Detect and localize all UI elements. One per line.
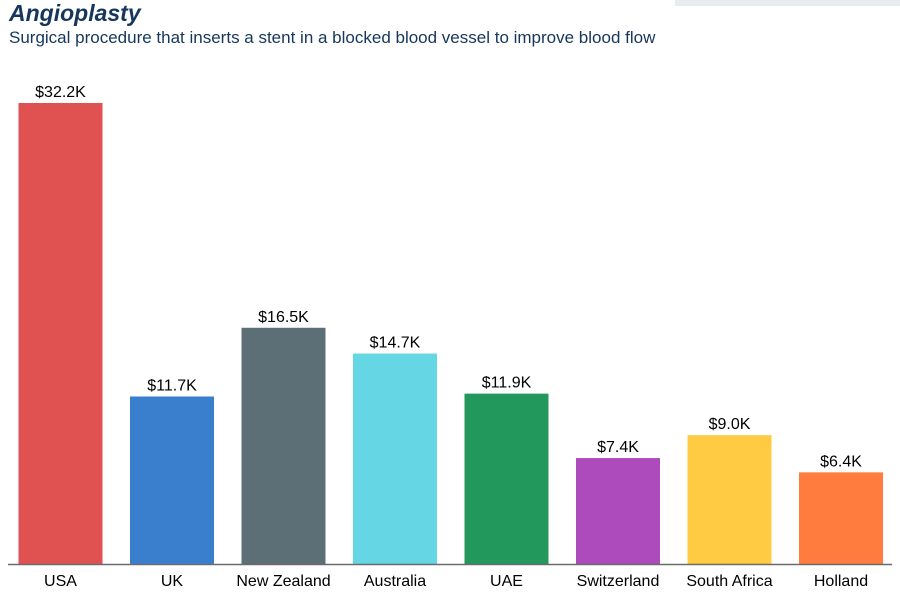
chart-subtitle: Surgical procedure that inserts a stent … xyxy=(9,28,656,47)
data-label-switzerland: $7.4K xyxy=(597,439,639,456)
bar-new-zealand xyxy=(241,327,326,564)
bar-usa xyxy=(18,103,103,564)
category-label-usa: USA xyxy=(44,573,77,590)
bar-uae xyxy=(464,393,549,564)
data-label-new-zealand: $16.5K xyxy=(258,309,309,326)
data-label-australia: $14.7K xyxy=(370,335,421,352)
bar-holland xyxy=(799,472,883,564)
category-label-australia: Australia xyxy=(364,573,426,590)
category-label-uae: UAE xyxy=(490,573,523,590)
chart-title: Angioplasty xyxy=(9,0,141,26)
bar-south-africa xyxy=(687,435,772,564)
data-label-uae: $11.9K xyxy=(482,375,532,392)
data-label-south-africa: $9.0K xyxy=(709,416,751,433)
category-label-south-africa: South Africa xyxy=(686,573,772,590)
bar-uk xyxy=(130,396,214,564)
top-edge-strip xyxy=(675,0,900,6)
data-label-holland: $6.4K xyxy=(820,453,862,470)
data-label-uk: $11.7K xyxy=(147,377,197,394)
data-label-usa: $32.2K xyxy=(35,84,86,101)
category-label-holland: Holland xyxy=(814,573,868,590)
bar-switzerland xyxy=(576,458,660,564)
bars-group xyxy=(18,103,883,564)
category-label-uk: UK xyxy=(161,573,184,590)
labels-group: $32.2K USA $11.7K UK $16.5K New Zealand $14.7K… xyxy=(35,84,868,590)
category-label-switzerland: Switzerland xyxy=(577,573,660,590)
category-label-new-zealand: New Zealand xyxy=(236,573,330,590)
bar-australia xyxy=(353,353,437,564)
